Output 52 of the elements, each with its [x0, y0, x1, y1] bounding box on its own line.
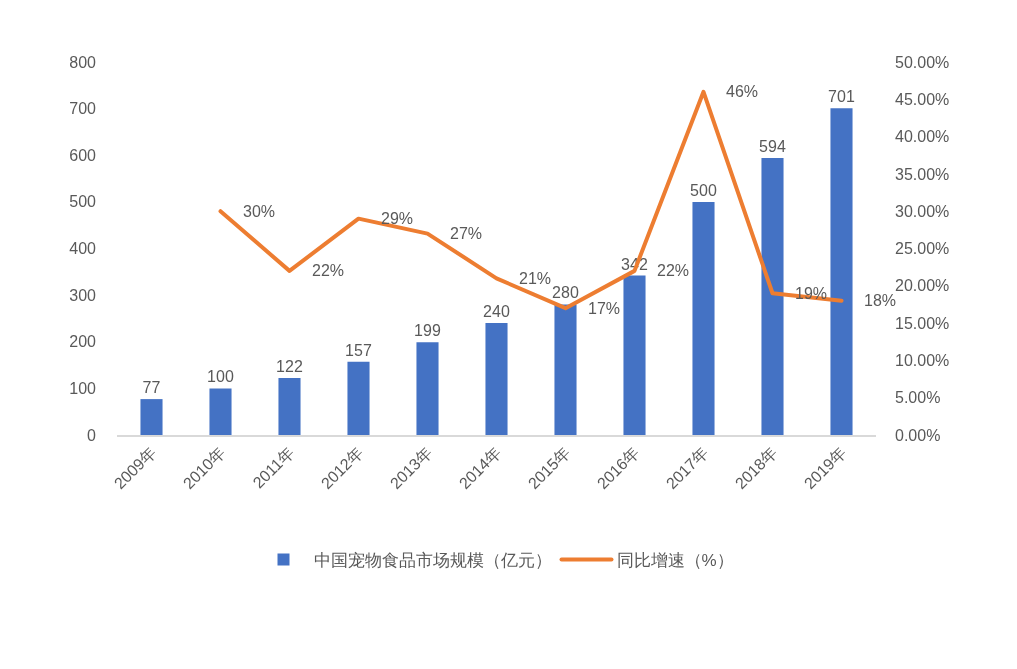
y2-tick-label: 5.00%	[895, 389, 941, 407]
data-label: 100	[207, 368, 234, 386]
y2-tick-label: 10.00%	[895, 352, 950, 369]
data-label: 594	[759, 138, 786, 156]
data-label: 500	[690, 181, 717, 199]
data-label: 280	[552, 284, 579, 302]
data-label: 17%	[588, 300, 621, 317]
y2-tick-label: 25.00%	[895, 240, 950, 258]
y-tick-label: 300	[69, 286, 97, 304]
y-tick-label: 100	[69, 379, 97, 397]
y2-tick-label: 30.00%	[895, 202, 950, 220]
data-label: 701	[828, 88, 855, 106]
data-label: 27%	[450, 225, 483, 242]
y-tick-label: 500	[69, 193, 97, 211]
y2-tick-label: 50.00%	[895, 53, 950, 71]
bar	[761, 158, 784, 435]
data-label: 77	[142, 379, 161, 397]
data-label: 240	[483, 303, 510, 321]
y2-tick-label: 20.00%	[895, 277, 950, 295]
bar	[140, 399, 163, 435]
data-label: 21%	[519, 270, 552, 287]
y2-tick-label: 45.00%	[895, 90, 950, 108]
legend-label: 同比增速（%）	[616, 551, 734, 571]
data-label: 122	[276, 358, 303, 376]
bar	[278, 378, 301, 435]
y2-tick-label: 40.00%	[895, 128, 950, 146]
bar	[830, 108, 853, 435]
y-tick-label: 200	[69, 333, 97, 351]
bar	[485, 323, 508, 435]
bar	[623, 275, 646, 435]
legend-label: 中国宠物食品市场规模（亿元）	[313, 551, 552, 571]
y-tick-label: 800	[69, 53, 97, 71]
y2-tick-label: 0.00%	[895, 426, 941, 444]
y2-tick-label: 15.00%	[895, 314, 950, 332]
y-tick-label: 400	[69, 240, 97, 258]
data-label: 22%	[657, 262, 690, 279]
bar	[554, 304, 577, 435]
bar	[416, 342, 439, 435]
data-label: 46%	[726, 83, 759, 100]
y2-tick-label: 35.00%	[895, 165, 950, 183]
bar	[692, 201, 715, 435]
data-label: 18%	[864, 292, 897, 309]
y-tick-label: 0	[87, 426, 97, 444]
data-label: 30%	[243, 203, 276, 220]
bar	[209, 388, 232, 435]
y-tick-label: 700	[69, 100, 97, 118]
bar	[347, 361, 370, 435]
y-tick-label: 600	[69, 146, 97, 164]
data-label: 157	[345, 341, 372, 359]
data-label: 29%	[381, 210, 414, 227]
data-label: 199	[414, 322, 441, 340]
data-label: 22%	[312, 262, 345, 279]
